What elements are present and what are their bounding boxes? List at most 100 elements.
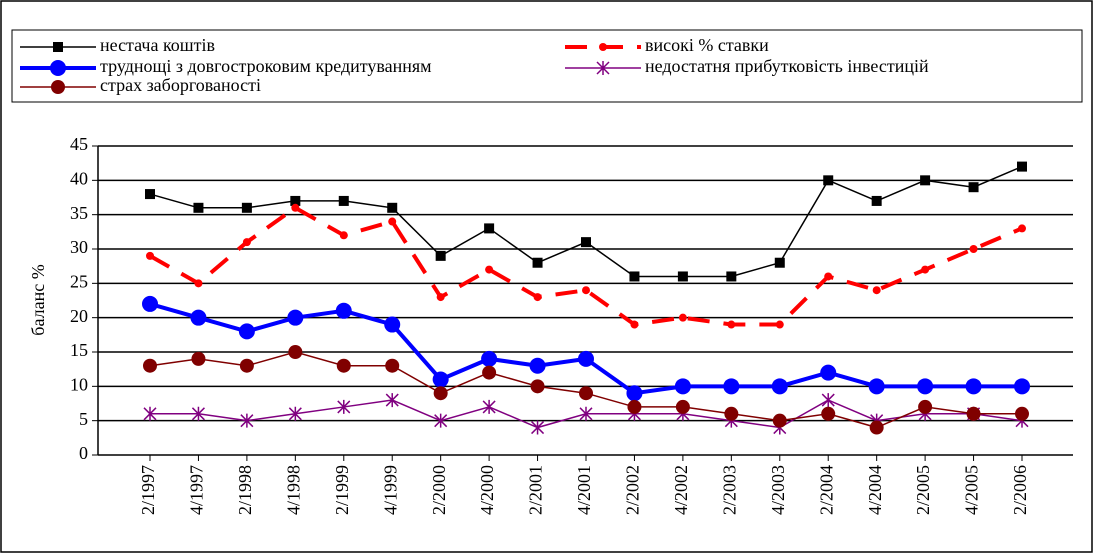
- marker: [385, 358, 400, 373]
- marker: [629, 271, 640, 282]
- marker: [630, 320, 639, 329]
- marker: [917, 378, 934, 395]
- marker: [433, 386, 448, 401]
- y-tick-label: 45: [70, 134, 88, 154]
- legend-label: страх заборгованості: [100, 75, 261, 95]
- marker: [771, 378, 788, 395]
- marker: [384, 316, 401, 333]
- marker: [146, 251, 154, 260]
- x-tick-label: 2/2003: [719, 465, 739, 515]
- x-tick-label: 4/2004: [865, 465, 885, 515]
- marker: [529, 357, 546, 374]
- marker: [579, 386, 593, 401]
- x-tick-label: 2/1999: [332, 465, 352, 515]
- marker: [337, 399, 351, 414]
- marker: [969, 245, 978, 253]
- marker: [387, 202, 398, 213]
- x-tick-label: 2/2004: [816, 465, 836, 515]
- x-tick-label: 4/2002: [671, 465, 691, 515]
- legend-marker: [599, 43, 607, 51]
- marker: [530, 379, 545, 394]
- marker: [290, 195, 301, 206]
- x-tick-label: 4/2003: [768, 465, 788, 515]
- marker: [968, 182, 979, 193]
- y-tick-label: 20: [70, 306, 88, 326]
- marker: [726, 271, 737, 282]
- marker: [339, 231, 348, 240]
- marker: [723, 378, 740, 395]
- x-tick-label: 2/2001: [526, 465, 546, 515]
- marker: [531, 420, 545, 435]
- y-tick-label: 25: [70, 271, 88, 291]
- marker: [1015, 406, 1029, 421]
- marker: [287, 309, 304, 326]
- x-tick-label: 4/2001: [574, 465, 594, 515]
- y-tick-label: 40: [70, 168, 88, 188]
- marker: [336, 358, 351, 373]
- marker: [824, 272, 833, 281]
- legend-label: недостатня прибутковість інвестицій: [645, 56, 929, 76]
- marker: [627, 399, 642, 414]
- marker: [193, 202, 204, 213]
- marker: [918, 399, 933, 414]
- x-tick-label: 4/2000: [477, 465, 497, 515]
- marker: [578, 350, 594, 367]
- marker: [484, 223, 495, 234]
- marker: [241, 202, 252, 213]
- marker: [868, 378, 885, 395]
- marker: [239, 358, 254, 373]
- marker: [727, 320, 736, 329]
- x-tick-label: 2/2006: [1010, 465, 1030, 515]
- marker: [145, 189, 155, 200]
- marker: [432, 371, 449, 388]
- marker: [335, 302, 352, 319]
- legend-box: [11, 29, 1083, 103]
- marker: [194, 279, 203, 288]
- legend-marker: [596, 61, 610, 75]
- marker: [288, 345, 303, 359]
- y-tick-label: 15: [70, 340, 88, 360]
- marker: [869, 420, 884, 435]
- marker: [774, 257, 785, 268]
- x-tick-label: 4/2005: [962, 465, 982, 515]
- marker: [823, 175, 834, 186]
- legend-marker: [51, 80, 65, 94]
- y-tick-label: 5: [79, 409, 88, 429]
- marker: [482, 365, 497, 380]
- marker: [338, 195, 349, 206]
- x-tick-label: 4/1999: [380, 465, 400, 515]
- marker: [242, 238, 251, 247]
- marker: [190, 309, 207, 326]
- marker: [1014, 378, 1030, 395]
- marker: [772, 413, 787, 428]
- marker: [966, 406, 981, 421]
- marker: [775, 320, 784, 329]
- marker: [582, 286, 590, 295]
- legend-marker: [50, 60, 66, 76]
- x-tick-label: 4/1998: [283, 465, 303, 515]
- marker: [821, 406, 836, 421]
- legend-label: високі % ставки: [645, 35, 769, 55]
- marker: [436, 293, 445, 302]
- legend-label: нестача коштів: [100, 35, 215, 55]
- marker: [626, 385, 643, 402]
- y-tick-label: 10: [70, 374, 88, 394]
- marker: [434, 413, 448, 428]
- x-tick-label: 2/1998: [235, 465, 255, 515]
- marker: [674, 378, 691, 395]
- marker: [485, 265, 494, 274]
- marker: [388, 217, 397, 226]
- marker: [142, 295, 158, 312]
- x-tick-label: 4/1997: [187, 465, 207, 515]
- marker: [921, 265, 930, 274]
- marker: [532, 257, 543, 268]
- marker: [240, 413, 254, 428]
- y-axis-label: баланс %: [28, 264, 48, 335]
- marker: [724, 406, 739, 421]
- y-tick-label: 35: [70, 203, 88, 223]
- marker: [965, 378, 982, 395]
- x-tick-label: 2/2005: [913, 465, 933, 515]
- marker: [1017, 161, 1027, 172]
- plot-area: [98, 146, 1073, 455]
